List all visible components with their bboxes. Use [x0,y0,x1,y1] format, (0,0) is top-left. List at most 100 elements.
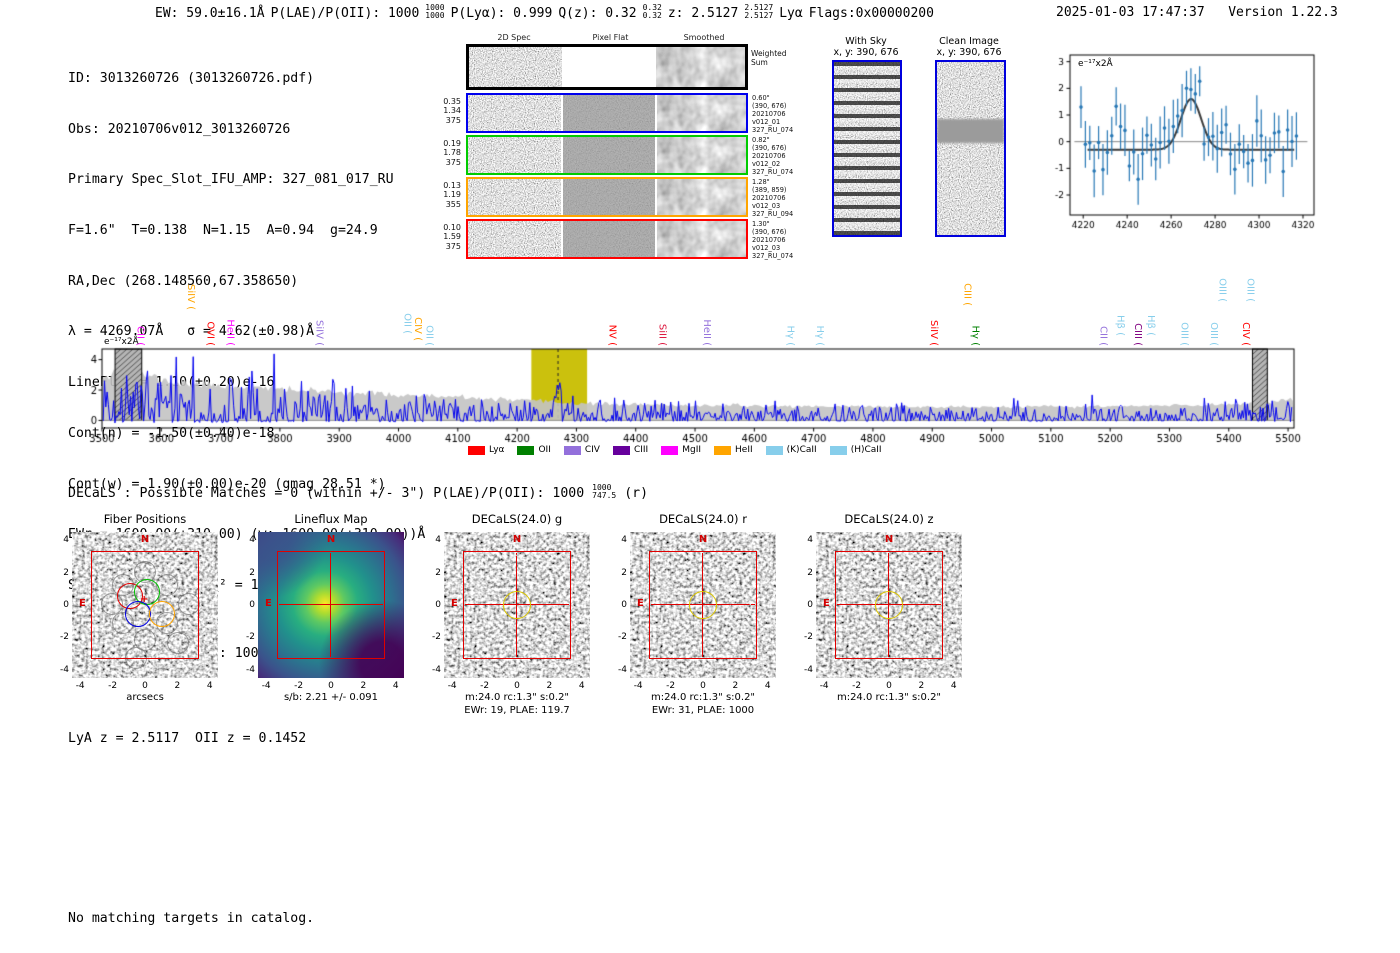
cutout-caption: arcsecs [126,692,164,703]
cutout-ytick: 0 [249,600,255,610]
legend-item: Lyα [468,445,504,455]
extraction-box [277,551,385,659]
cutout-caption: m:24.0 rc:1.3" s:0.2" [464,692,570,703]
cutout-caption: m:24.0 rc:1.3" s:0.2" [836,692,942,703]
cutout-xtick: 2 [546,681,553,691]
cutout-caption2: EWr: 31, PLAE: 1000 [651,705,755,716]
legend-swatch [829,445,847,455]
header-z: z: 2.5127 [667,5,739,21]
cutout-xtick: 0 [700,681,706,691]
withsky-image [832,60,902,237]
header-plae: P(LAE)/P(OII): 1000 [270,5,420,21]
compass-north-label: N [140,534,150,545]
legend-swatch [661,445,679,455]
cutout-ytick: 0 [621,600,627,610]
cutout-ytick: -2 [246,632,255,643]
spec2d-fiber-weights: 0.35 1.34 375 [443,97,461,125]
spec2d-fiber-meta: 0.60" (390, 676) 20210706 v012_01 327_RU… [752,94,794,134]
decals-r-cutout: N E m:24.0 rc:1.3" s:0.2" EWr: 31, PLAE:… [618,532,776,716]
info-line: Obs: 20210706v012_3013260726 [68,121,291,137]
header-version: Version 1.22.3 [1228,5,1338,20]
cutout-xtick: 0 [142,681,148,691]
compass-east-label: E [265,598,272,609]
cutout-ytick: -2 [60,632,69,643]
header-datetime: 2025-01-03 17:47:37 [1056,5,1205,20]
legend-swatch [714,445,732,455]
cutout-ytick: 0 [807,600,813,610]
cutout-ytick: 4 [63,535,69,546]
emission-line-label: OII ( [401,313,412,334]
compass-north-label: N [326,534,336,545]
info-line: F=1.6" T=0.138 N=1.15 A=0.94 g=24.9 [68,222,378,238]
extraction-box [835,551,943,659]
legend-label: CIV [584,445,600,455]
emission-line-label: CIII ( [961,283,972,306]
spec2d-image-smoothed [656,221,746,257]
full-spectrum-plot [88,330,1303,462]
cutout-xtick: -2 [480,681,490,691]
spec2d-image-smoothed [656,179,746,215]
spec2d-col-header: 2D Spec [497,33,531,42]
cutout-ytick: 0 [63,600,69,610]
header-z-type: Lyα [779,5,803,21]
spec2d-image-flat [563,137,655,173]
cutout-title: DECaLS(24.0) r [659,512,747,526]
spec2d-image-2d [468,137,562,173]
header-ew: EW: 59.0±16.1Å [155,5,265,21]
spec2d-fiber-weights: 0.10 1.59 375 [443,223,461,251]
cutout-xtick: -4 [447,681,457,691]
compass-east-label: E [451,598,458,609]
neighbor-source-circle [729,598,752,621]
cutout-title: Lineflux Map [294,512,368,526]
emission-line-label: OIII ( [1216,278,1227,302]
compass-east-label: E [823,598,830,609]
cutout-ytick: 2 [807,567,813,578]
clean-image [935,60,1006,237]
spec2d-col-header: Smoothed [683,33,725,42]
spec2d-image-smoothed [656,47,746,87]
info-line: LyA z = 2.5117 OII z = 0.1452 [68,731,307,747]
aperture-circle [689,591,717,619]
legend-label: CIII [633,445,649,455]
decals-match-line: DECaLS : Possible Matches = 0 (within +/… [68,483,649,501]
legend-label: OII [538,445,551,455]
cutout-xtick: 0 [886,681,892,691]
spec2d-fiber-row [466,177,748,217]
legend-swatch [517,445,535,455]
compass-north-label: N [698,534,708,545]
cutout-xtick: 4 [950,681,957,691]
cutout-title: DECaLS(24.0) g [471,512,563,526]
cutout-xtick: -2 [108,681,118,691]
cutout-ytick: -2 [804,632,813,643]
spec2d-fiber-weights: 0.13 1.19 355 [443,181,461,209]
spec2d-image-flat [563,221,655,257]
header-datetime-version: 2025-01-03 17:47:37 Version 1.22.3 [1056,5,1338,20]
compass-east-label: E [637,598,644,609]
spec2d-image-2d [469,47,562,87]
aperture-circle [503,591,531,619]
clean-image-band [937,119,1004,144]
legend-item: HeII [714,445,753,455]
cutout-ytick: 4 [807,535,813,546]
cutout-xtick: 2 [174,681,181,691]
spec2d-image-2d [468,221,562,257]
emission-line-label: CIV ( [412,317,423,341]
decals-z-cutout: N E m:24.0 rc:1.3" s:0.2" 4 2 0 -2 -4 -4 -2 0 2 4 [804,532,962,703]
cutout-xtick: 4 [206,681,213,691]
cutout-ytick: -2 [618,632,627,643]
spectrum-legend: Lyα OII CIV CIII MgII HeII (K)CaII (H)CaII [468,445,882,455]
spec2d-col-header: Pixel Flat [592,33,629,42]
line-fit-zoom-plot [1032,47,1322,242]
cutout-xtick: 4 [578,681,585,691]
cutout-xtick: -4 [633,681,643,691]
emission-line-label: Hβ ( [1145,315,1156,336]
legend-swatch [563,445,581,455]
cutout-xtick: -4 [819,681,829,691]
cutout-xtick: -4 [75,681,85,691]
cutout-xtick: -2 [852,681,862,691]
cutout-xtick: -2 [666,681,676,691]
cutout-caption: m:24.0 rc:1.3" s:0.2" [650,692,756,703]
info-line: Primary Spec_Slot_IFU_AMP: 327_081_017_R… [68,172,394,188]
cutout-ytick: 2 [63,567,69,578]
